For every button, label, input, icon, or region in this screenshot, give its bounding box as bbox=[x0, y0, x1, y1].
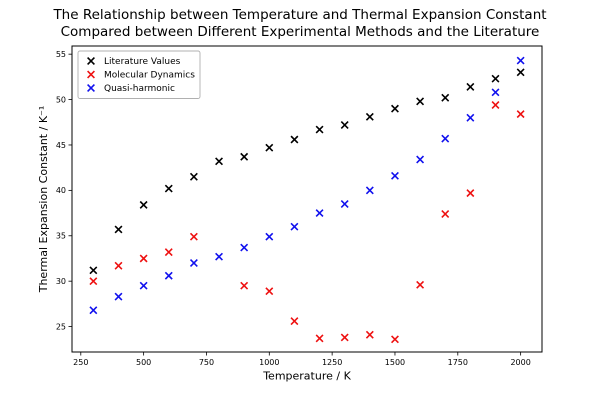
data-point-molecular-dynamics bbox=[114, 261, 123, 270]
data-point-molecular-dynamics bbox=[441, 210, 450, 218]
x-tick-label: 1500 bbox=[385, 358, 405, 367]
legend-label: Literature Values bbox=[104, 57, 181, 67]
data-point-literature-values bbox=[265, 143, 274, 152]
chart-title: The Relationship between Temperature and… bbox=[53, 7, 547, 41]
data-point-literature-values bbox=[89, 266, 98, 275]
y-tick-label: 50 bbox=[56, 95, 66, 104]
y-tick-label: 40 bbox=[56, 186, 66, 195]
x-tick-label: 1750 bbox=[448, 358, 468, 367]
x-tick-label: 250 bbox=[73, 358, 88, 367]
data-point-quasi-harmonic bbox=[340, 200, 349, 208]
data-point-literature-values bbox=[365, 112, 374, 121]
legend-label: Quasi-harmonic bbox=[104, 84, 175, 94]
data-point-molecular-dynamics bbox=[89, 277, 98, 286]
y-tick-label: 55 bbox=[56, 50, 66, 59]
data-point-literature-values bbox=[391, 104, 399, 113]
data-point-literature-values bbox=[516, 68, 525, 77]
data-point-quasi-harmonic bbox=[441, 134, 450, 143]
data-point-literature-values bbox=[340, 121, 349, 129]
data-point-quasi-harmonic bbox=[365, 186, 374, 195]
data-point-molecular-dynamics bbox=[516, 110, 525, 119]
data-point-literature-values bbox=[491, 74, 500, 83]
data-point-literature-values bbox=[441, 93, 450, 102]
plot-frame bbox=[71, 45, 543, 353]
data-point-molecular-dynamics bbox=[315, 334, 324, 343]
data-point-quasi-harmonic bbox=[315, 209, 324, 218]
data-point-literature-values bbox=[189, 172, 198, 181]
data-point-literature-values bbox=[315, 125, 324, 134]
y-tick-label: 35 bbox=[56, 232, 66, 241]
data-point-quasi-harmonic bbox=[391, 171, 399, 180]
data-point-quasi-harmonic bbox=[466, 113, 475, 122]
y-tick-label: 30 bbox=[56, 277, 66, 286]
x-tick-label: 1250 bbox=[322, 358, 342, 367]
x-tick-label: 1000 bbox=[259, 358, 279, 367]
data-point-literature-values bbox=[466, 82, 475, 91]
data-point-quasi-harmonic bbox=[164, 271, 173, 280]
legend-label: Molecular Dynamics bbox=[104, 71, 195, 81]
data-point-quasi-harmonic bbox=[265, 232, 274, 241]
data-point-molecular-dynamics bbox=[189, 232, 198, 241]
data-point-quasi-harmonic bbox=[89, 306, 98, 315]
x-tick-label: 2000 bbox=[510, 358, 530, 367]
data-point-molecular-dynamics bbox=[416, 280, 425, 289]
legend-marker-icon bbox=[87, 57, 95, 65]
legend-box bbox=[77, 50, 201, 99]
y-tick-label: 25 bbox=[56, 322, 66, 331]
x-tick-label: 500 bbox=[136, 358, 151, 367]
data-point-molecular-dynamics bbox=[139, 254, 148, 263]
data-point-literature-values bbox=[139, 200, 148, 209]
data-point-molecular-dynamics bbox=[365, 330, 374, 339]
data-point-molecular-dynamics bbox=[290, 317, 299, 326]
y-tick-label: 45 bbox=[56, 141, 66, 150]
data-point-quasi-harmonic bbox=[215, 252, 223, 261]
data-point-literature-values bbox=[164, 184, 173, 193]
data-point-quasi-harmonic bbox=[240, 243, 249, 252]
data-point-quasi-harmonic bbox=[139, 281, 148, 290]
data-point-molecular-dynamics bbox=[391, 335, 399, 344]
data-point-molecular-dynamics bbox=[240, 281, 249, 290]
data-point-molecular-dynamics bbox=[491, 101, 500, 109]
data-point-quasi-harmonic bbox=[516, 56, 525, 65]
legend-marker-icon bbox=[87, 70, 95, 79]
y-axis-label: Thermal Expansion Constant / K⁻¹ bbox=[37, 106, 50, 294]
x-axis-label: Temperature / K bbox=[262, 370, 351, 383]
x-tick-label: 750 bbox=[199, 358, 214, 367]
data-point-literature-values bbox=[416, 97, 425, 106]
data-point-molecular-dynamics bbox=[265, 287, 274, 296]
data-point-quasi-harmonic bbox=[189, 259, 198, 267]
data-point-molecular-dynamics bbox=[164, 248, 173, 257]
legend-marker-icon bbox=[87, 84, 95, 92]
data-point-quasi-harmonic bbox=[114, 292, 123, 301]
data-point-literature-values bbox=[290, 135, 299, 144]
data-point-quasi-harmonic bbox=[416, 155, 425, 164]
data-point-molecular-dynamics bbox=[466, 189, 475, 198]
data-point-literature-values bbox=[240, 152, 249, 161]
data-point-literature-values bbox=[215, 157, 223, 166]
data-point-molecular-dynamics bbox=[340, 333, 349, 342]
data-point-quasi-harmonic bbox=[290, 222, 299, 231]
data-point-literature-values bbox=[114, 225, 123, 234]
data-point-quasi-harmonic bbox=[491, 88, 500, 97]
